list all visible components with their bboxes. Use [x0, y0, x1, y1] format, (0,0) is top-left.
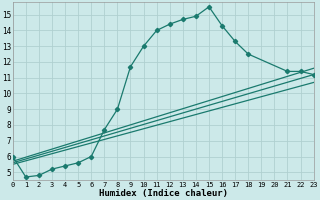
X-axis label: Humidex (Indice chaleur): Humidex (Indice chaleur) [99, 189, 228, 198]
